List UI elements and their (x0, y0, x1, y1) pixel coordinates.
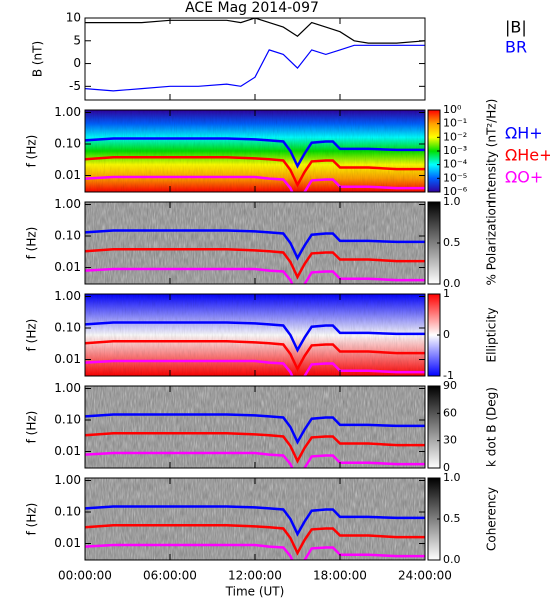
colorbar (427, 385, 441, 469)
colorbar-tick-label: 1.0 (443, 195, 461, 208)
x-tick-label: 24:00:00 (398, 569, 452, 583)
y-tick-label: 10 (66, 11, 81, 25)
y-axis-label: B (nT) (31, 41, 45, 77)
y-axis-label: f (Hz) (25, 227, 39, 260)
colorbar-label: k dot B (Deg) (485, 387, 499, 467)
y-tick-label: 0.01 (54, 168, 81, 182)
x-tick-label: 12:00:00 (228, 569, 282, 583)
colorbar-tick-label: 30 (443, 434, 457, 447)
spectrogram-texture (85, 478, 425, 560)
spectrogram-texture (85, 294, 425, 376)
series-line (85, 18, 425, 44)
y-axis-label: f (Hz) (25, 135, 39, 168)
colorbar-tick-label: 10⁻⁴ (443, 158, 468, 171)
y-axis-label: f (Hz) (25, 411, 39, 444)
colorbar-tick-label: 0.5 (443, 512, 461, 525)
x-tick-label: 06:00:00 (143, 569, 197, 583)
x-tick-label: 18:00:00 (313, 569, 367, 583)
series-line (85, 156, 425, 188)
spectrogram-texture (85, 202, 425, 284)
legend-entry: ΩHe+ (505, 146, 550, 165)
colorbar-tick-label: 0.0 (443, 553, 461, 566)
series-line (85, 432, 425, 464)
y-tick-label: 0 (73, 56, 81, 70)
y-tick-label: 1.00 (54, 381, 81, 395)
y-axis-label: f (Hz) (25, 319, 39, 352)
colorbar-tick-label: 10⁻⁵ (443, 171, 467, 184)
series-line (85, 229, 425, 261)
y-tick-label: 0.10 (54, 137, 81, 151)
series-line (85, 321, 425, 353)
colorbar-label: Coherency (485, 487, 499, 551)
y-tick-label: 0.01 (54, 260, 81, 274)
legend-entry: ΩO+ (505, 168, 543, 187)
series-line (85, 340, 425, 372)
chart-title: ACE Mag 2014-097 (185, 0, 319, 16)
colorbar-tick-label: 1.0 (443, 471, 461, 484)
y-tick-label: 1.00 (54, 289, 81, 303)
colorbar-tick-label: 0.0 (443, 277, 461, 290)
x-axis-label: Time (UT) (225, 585, 285, 599)
plot-frame (84, 17, 426, 101)
y-axis-label: f (Hz) (25, 503, 39, 536)
colorbar-tick-label: 10⁻⁶ (443, 185, 468, 198)
colorbar-label: Ellipticity (485, 308, 499, 363)
colorbar-tick-label: 1 (443, 287, 450, 300)
colorbar-tick-label: 0.5 (443, 236, 461, 249)
colorbar-tick-label: -1 (443, 369, 454, 382)
colorbar-tick-label: 90 (443, 379, 457, 392)
series-line (85, 524, 425, 556)
legend-entry: BR (505, 38, 527, 57)
colorbar-tick-label: 10⁰ (443, 103, 462, 116)
y-tick-label: 5 (73, 33, 81, 47)
y-tick-label: 0.10 (54, 321, 81, 335)
colorbar-tick-label: 60 (443, 406, 457, 419)
y-tick-label: 1.00 (54, 197, 81, 211)
y-tick-label: 0.01 (54, 444, 81, 458)
series-line (85, 413, 425, 445)
x-tick-label: 00:00:00 (58, 569, 112, 583)
y-tick-label: 1.00 (54, 473, 81, 487)
y-tick-label: 0.01 (54, 352, 81, 366)
y-tick-label: -5 (69, 79, 81, 93)
y-tick-label: 0.01 (54, 536, 81, 550)
legend-entry: ΩH+ (505, 124, 543, 143)
colorbar-label: Intensity (nT²/Hz) (485, 99, 499, 204)
series-line (85, 137, 425, 169)
y-tick-label: 1.00 (54, 105, 81, 119)
y-tick-label: 0.10 (54, 229, 81, 243)
spectrogram-texture (85, 386, 425, 468)
series-line (85, 505, 425, 537)
colorbar-tick-label: 0 (443, 328, 450, 341)
series-line (85, 44, 425, 92)
colorbar-label: % Polarization (485, 201, 499, 286)
colorbar-tick-label: 10⁻³ (443, 144, 467, 157)
y-tick-label: 0.10 (54, 413, 81, 427)
legend-entry: |B| (505, 18, 527, 37)
colorbar-tick-label: 0 (443, 461, 450, 474)
y-tick-label: 0.10 (54, 505, 81, 519)
colorbar-tick-label: 10⁻¹ (443, 117, 467, 130)
colorbar-tick-label: 10⁻² (443, 130, 467, 143)
series-line (85, 248, 425, 280)
spectrogram-texture (85, 110, 425, 192)
